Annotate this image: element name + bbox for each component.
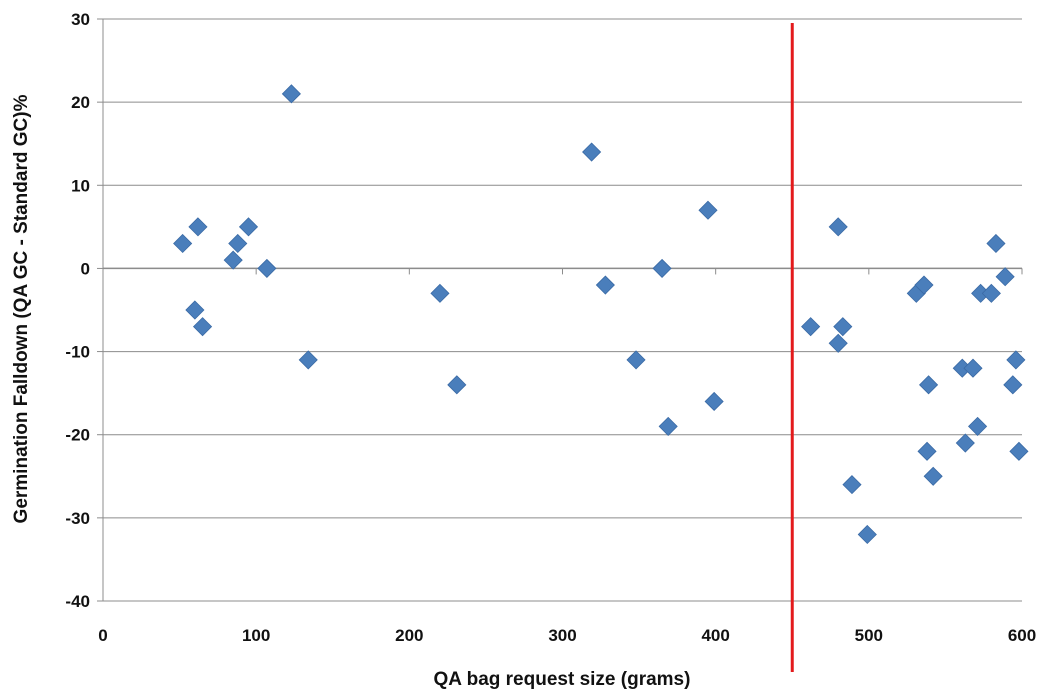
data-point: [658, 416, 678, 436]
y-tick-label: 30: [71, 10, 90, 29]
data-points: [173, 84, 1029, 545]
x-tick-labels: 0 100 200 300 400 500 600: [98, 268, 1036, 645]
data-point: [281, 84, 301, 104]
y-tick-label: -40: [65, 592, 90, 611]
data-point: [298, 350, 318, 370]
x-tick-label: 500: [855, 626, 883, 645]
data-point: [188, 217, 208, 237]
data-point: [626, 350, 646, 370]
data-point: [923, 466, 943, 486]
data-point: [963, 358, 983, 378]
x-axis-title: QA bag request size (grams): [434, 669, 691, 690]
data-point: [833, 317, 853, 337]
data-point: [919, 375, 939, 395]
data-point: [192, 317, 213, 337]
data-point: [238, 217, 259, 237]
y-axis-title: Germination Falldown (QA GC - Standard G…: [11, 94, 32, 523]
x-tick-label: 100: [242, 626, 270, 645]
y-tick-label: -10: [65, 343, 90, 362]
data-point: [981, 283, 1001, 303]
y-tick-label: 10: [71, 176, 90, 195]
data-point: [1006, 350, 1026, 370]
x-tick-label: 0: [98, 626, 107, 645]
data-point: [595, 275, 615, 295]
y-tick-label: 0: [81, 259, 90, 278]
data-point: [828, 217, 848, 237]
data-point: [447, 375, 467, 395]
axes: [102, 19, 1022, 601]
data-point: [917, 441, 937, 461]
data-point: [857, 524, 877, 545]
data-point: [704, 391, 724, 412]
data-point: [430, 283, 450, 303]
data-point: [698, 200, 718, 220]
x-tick-label: 300: [548, 626, 576, 645]
data-point: [914, 275, 934, 295]
data-point: [801, 317, 821, 337]
data-point: [955, 433, 975, 453]
data-point: [842, 475, 862, 495]
data-point: [185, 300, 205, 320]
y-tick-label: -30: [65, 509, 90, 528]
gridlines: [103, 18, 1022, 602]
data-point: [173, 233, 193, 254]
data-point: [986, 233, 1006, 254]
data-point: [582, 142, 602, 162]
data-point: [652, 258, 672, 278]
y-tick-label: -20: [65, 426, 90, 445]
data-point: [228, 233, 248, 254]
data-point: [968, 416, 988, 436]
data-point: [257, 258, 277, 278]
y-tick-label: 20: [71, 93, 90, 112]
x-tick-label: 400: [701, 626, 729, 645]
y-tick-labels: 30 20 10 0 -10 -20 -30 -40: [65, 10, 103, 611]
x-tick-label: 200: [395, 626, 423, 645]
data-point: [995, 267, 1015, 287]
data-point: [223, 250, 243, 270]
data-point: [828, 333, 848, 353]
data-point: [1009, 441, 1029, 461]
data-point: [1003, 375, 1023, 395]
x-tick-label: 600: [1008, 626, 1036, 645]
